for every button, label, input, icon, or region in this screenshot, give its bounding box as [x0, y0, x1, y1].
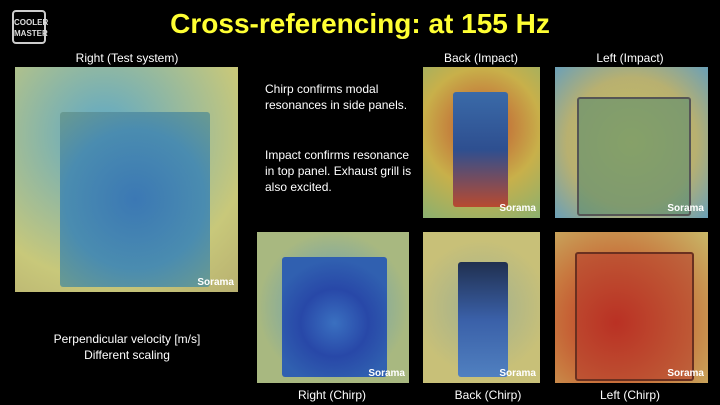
watermark: Sorama	[667, 368, 704, 379]
heatmap-image: Sorama	[423, 67, 540, 218]
heatmap-image: Sorama	[555, 232, 708, 383]
heatmap-image: Sorama	[15, 67, 238, 292]
heatmap-image: Sorama	[423, 232, 540, 383]
watermark: Sorama	[667, 203, 704, 214]
logo-line: MASTER	[14, 29, 48, 38]
legend-line: Different scaling	[84, 348, 170, 362]
watermark: Sorama	[368, 368, 405, 379]
heatmap-image: Sorama	[555, 67, 708, 218]
legend-line: Perpendicular velocity [m/s]	[53, 332, 201, 346]
panel-caption: Left (Impact)	[596, 51, 664, 65]
panel-caption: Back (Chirp)	[454, 388, 522, 402]
watermark: Sorama	[197, 277, 234, 288]
logo: COOLER MASTER	[12, 10, 49, 44]
note: Chirp confirms modal resonances in side …	[265, 82, 408, 112]
watermark: Sorama	[499, 368, 536, 379]
heatmap-image: Sorama	[257, 232, 409, 383]
logo-line: COOLER	[14, 18, 49, 27]
panel-caption: Back (Impact)	[443, 51, 518, 65]
panel-caption: Left (Chirp)	[599, 388, 661, 402]
slide-title: Cross-referencing: at 155 Hz	[170, 8, 550, 39]
panel-caption: Right (Test system)	[75, 51, 179, 65]
watermark: Sorama	[499, 203, 536, 214]
note: Impact confirms resonance in top panel. …	[265, 148, 412, 194]
panel-caption: Right (Chirp)	[297, 388, 366, 402]
